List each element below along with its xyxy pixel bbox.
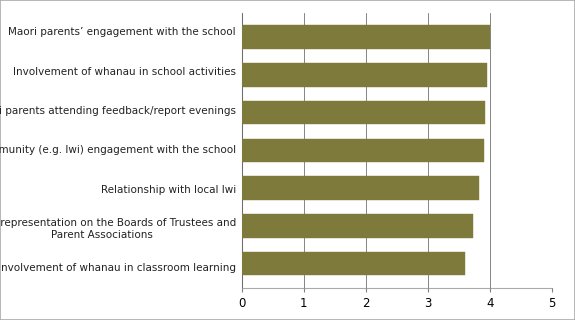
Text: Maori parents’ engagement with the school: Maori parents’ engagement with the schoo… <box>8 28 236 37</box>
Text: Maori parents attending feedback/report evenings: Maori parents attending feedback/report … <box>0 106 236 116</box>
Bar <box>242 176 480 200</box>
Text: Involvement of whanau in school activities: Involvement of whanau in school activiti… <box>13 67 236 77</box>
Text: Maori community (e.g. Iwi) engagement with the school: Maori community (e.g. Iwi) engagement wi… <box>0 145 236 156</box>
Bar <box>242 252 465 276</box>
Bar <box>242 214 473 238</box>
Text: Relationship with local Iwi: Relationship with local Iwi <box>101 185 236 195</box>
Bar <box>242 101 485 124</box>
Bar <box>242 25 490 49</box>
Text: Maori representation on the Boards of Trustees and
Parent Associations: Maori representation on the Boards of Tr… <box>0 218 236 240</box>
Bar <box>242 63 487 86</box>
Text: Involvement of whanau in classroom learning: Involvement of whanau in classroom learn… <box>0 263 236 273</box>
Bar <box>242 139 484 162</box>
